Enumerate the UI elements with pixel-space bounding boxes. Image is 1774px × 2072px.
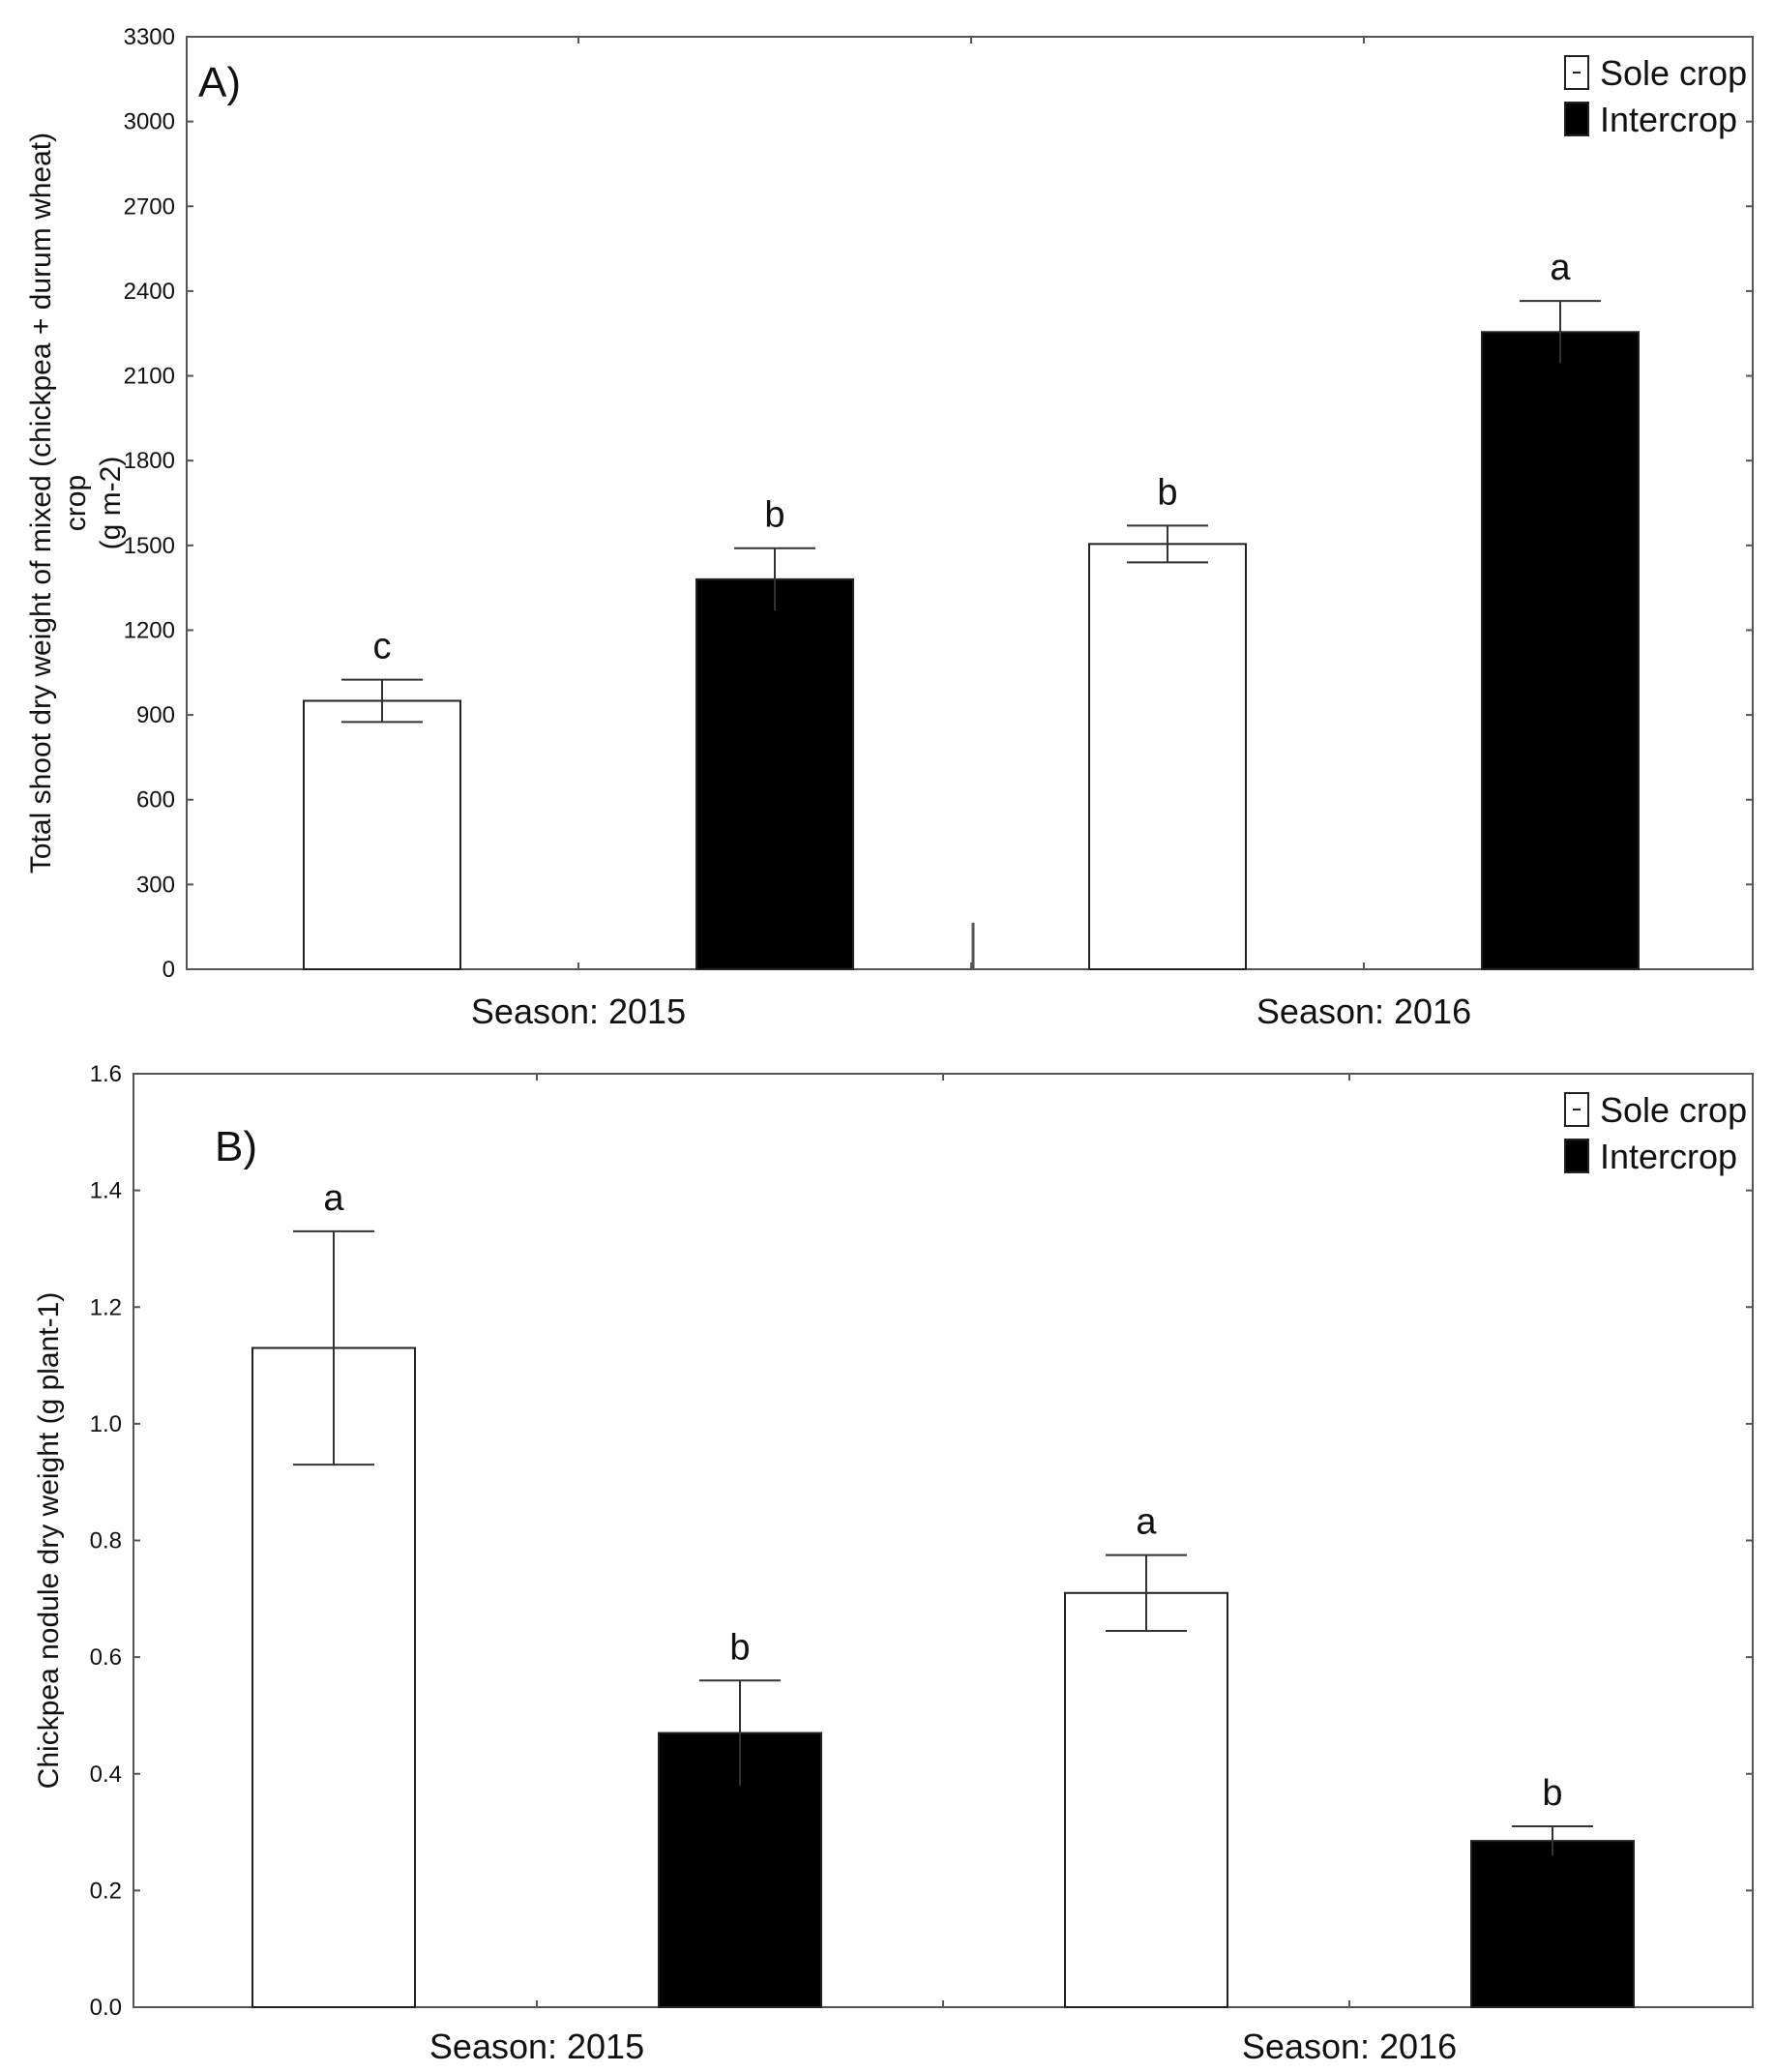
bar-sole-crop [1088, 543, 1247, 971]
panel-a-chart: 0 300 600 900 1200 1500 1800 2100 2400 2700 3000 33… [25, 24, 1754, 1031]
significance-letter: a [323, 1178, 344, 1219]
legend-swatch-intercrop [1564, 102, 1589, 136]
legend-label: Sole crop [1600, 1090, 1747, 1130]
y-tick-label: 1800 [124, 448, 175, 474]
legend-label: Intercrop [1600, 1137, 1737, 1176]
y-tick-label: 0.6 [90, 1644, 122, 1671]
panel-label: B) [215, 1123, 257, 1170]
y-tick-label: 1.2 [90, 1294, 122, 1320]
bar-intercrop [1481, 331, 1640, 970]
y-tick-label: 2400 [124, 279, 175, 305]
y-tick-label: 600 [136, 787, 175, 814]
bar-sole-crop [1064, 1591, 1228, 2008]
y-tick-label: 3000 [124, 109, 175, 135]
y-axis-label: crop [60, 475, 92, 531]
y-tick-label: 1.4 [90, 1178, 122, 1204]
significance-letter: c [373, 627, 392, 667]
significance-letter: b [1157, 472, 1177, 513]
y-tick-label: 0 [163, 957, 175, 983]
y-tick-label: 0.0 [90, 1995, 122, 2021]
bar-intercrop [695, 577, 854, 970]
legend-label: Intercrop [1600, 100, 1737, 139]
y-tick-label: 1200 [124, 617, 175, 643]
panel-b-chart: 0.0 0.2 0.4 0.6 0.8 1.0 1.2 1.4 1.6 Season: 2015 S… [33, 1061, 1754, 2066]
y-axis-label: Chickpea nodule dry weight (g plant-1) [33, 1292, 65, 1790]
y-tick-label: 900 [136, 702, 175, 728]
y-tick-label: 0.4 [90, 1761, 122, 1788]
legend-label: Sole crop [1600, 53, 1747, 93]
y-tick-label: 1.0 [90, 1411, 122, 1437]
legend-swatch-intercrop [1564, 1139, 1589, 1173]
y-axis-label: (g m-2) [95, 457, 127, 550]
y-tick-label: 2100 [124, 364, 175, 390]
significance-letter: b [729, 1627, 750, 1668]
bar-sole-crop [303, 699, 461, 970]
y-tick-label: 0.2 [90, 1878, 122, 1904]
panel-label: A) [198, 59, 241, 106]
y-axis-label: Total shoot dry weight of mixed (chickpe… [25, 133, 57, 873]
x-category-label: Season: 2015 [471, 992, 686, 1031]
y-tick-label: 3300 [124, 24, 175, 50]
significance-letter: a [1550, 248, 1571, 288]
y-tick-label: 1500 [124, 533, 175, 559]
significance-letter: b [1542, 1773, 1562, 1814]
y-tick-label: 2700 [124, 193, 175, 220]
significance-letter: a [1136, 1502, 1157, 1543]
bar-intercrop [1470, 1840, 1635, 2008]
plot-frame [186, 36, 1754, 970]
significance-letter: b [764, 495, 784, 536]
y-tick-label: 0.8 [90, 1528, 122, 1554]
y-tick-label: 300 [136, 872, 175, 898]
x-category-label: Season: 2016 [1242, 2027, 1457, 2066]
y-tick-label: 1.6 [90, 1061, 122, 1087]
x-category-label: Season: 2016 [1257, 992, 1471, 1031]
x-category-label: Season: 2015 [429, 2027, 644, 2066]
